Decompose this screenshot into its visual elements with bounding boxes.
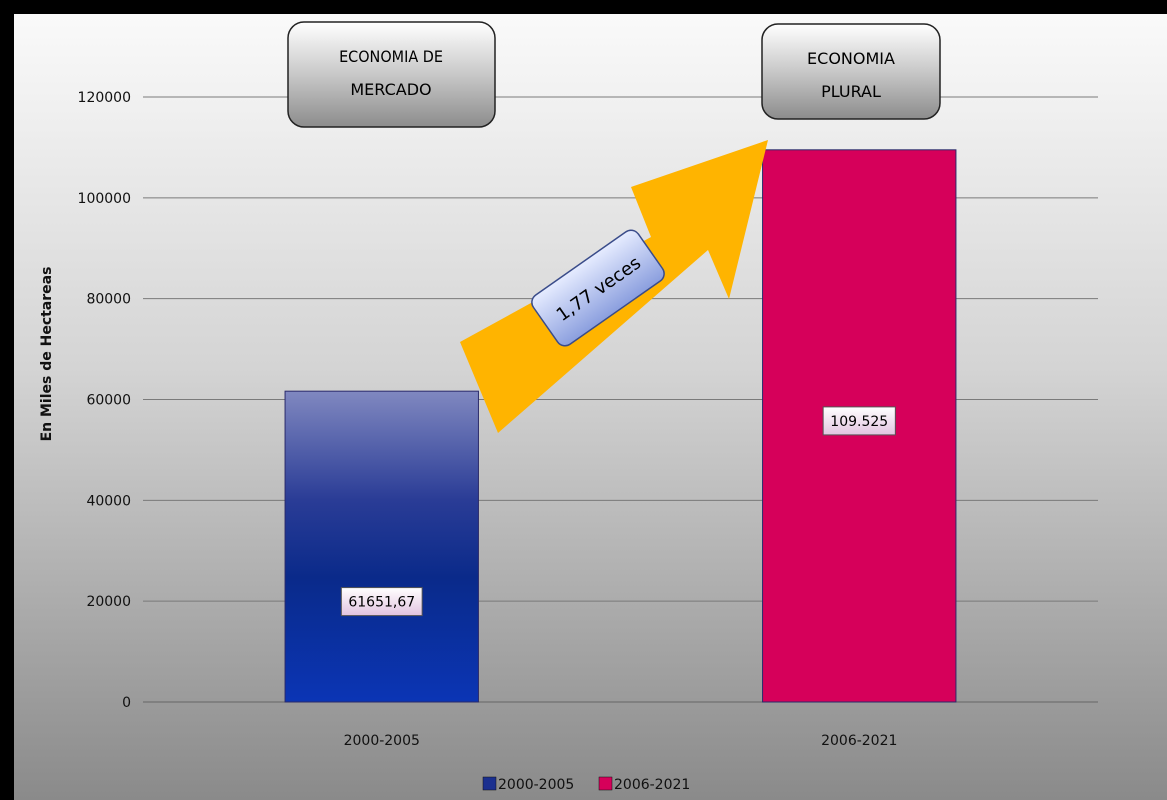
box-left-line1: ECONOMIA DE — [339, 47, 443, 66]
legend: 2000-2005 2006-2021 — [482, 776, 690, 793]
legend-swatch-2000-2005 — [482, 776, 497, 791]
y-tick-label: 40000 — [86, 493, 131, 509]
arrow-label-box — [531, 229, 665, 347]
x-tick-label: 2006-2021 — [821, 733, 897, 749]
economia-mercado-box: ECONOMIA DE MERCADO — [287, 21, 496, 128]
y-axis-ticks: 0 20000 40000 60000 80000 100000 120000 — [78, 90, 131, 711]
data-label: 61651,67 — [348, 595, 415, 611]
y-tick-label: 80000 — [86, 292, 131, 308]
y-tick-label: 100000 — [78, 191, 131, 207]
data-label-box — [822, 406, 896, 436]
x-axis-ticks: 2000-2005 2006-2021 — [344, 733, 898, 749]
growth-arrow: 1,77 veces — [460, 140, 768, 433]
y-tick-label: 60000 — [86, 393, 131, 409]
data-label-box — [340, 587, 423, 617]
legend-label-2006-2021: 2006-2021 — [614, 777, 690, 793]
y-axis-label: En Miles de Hectareas — [39, 267, 55, 442]
legend-swatch-2006-2021 — [598, 776, 613, 791]
y-tick-label: 120000 — [78, 90, 131, 106]
economia-plural-box: ECONOMIA PLURAL — [761, 23, 941, 120]
y-tick-label: 20000 — [86, 594, 131, 610]
box-right-line2: PLURAL — [821, 82, 881, 101]
bar-2000-2005 — [284, 390, 479, 703]
data-label: 109.525 — [830, 414, 888, 430]
y-tick-label: 0 — [122, 695, 131, 711]
bars: 61651,67 109.525 — [284, 149, 957, 703]
box-right-line1: ECONOMIA — [807, 49, 895, 68]
box-left-line2: MERCADO — [350, 80, 431, 99]
x-tick-label: 2000-2005 — [344, 733, 420, 749]
legend-label-2000-2005: 2000-2005 — [498, 777, 574, 793]
chart-background — [14, 14, 1167, 800]
